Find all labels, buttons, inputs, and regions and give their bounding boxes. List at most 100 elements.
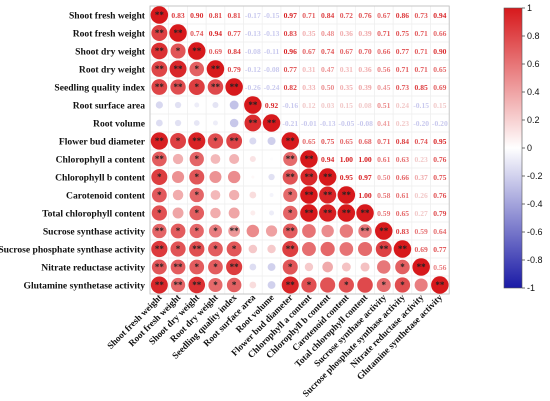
correlation-circle [244,114,262,132]
correlation-value: 0.81 [209,11,222,20]
significance-mark: ** [155,28,165,38]
correlation-value: 0.23 [396,119,409,128]
significance-mark: ** [248,100,258,110]
correlation-circle [319,186,337,204]
correlation-value: 0.65 [396,209,409,218]
correlation-circle [189,151,204,167]
significance-mark: * [213,244,218,254]
correlation-value: 0.59 [377,209,390,218]
significance-mark: * [195,172,200,182]
correlation-value: 0.95 [340,173,353,182]
correlation-value: -0.08 [357,119,373,128]
correlation-circle [170,223,186,239]
diagonal-circle [356,204,374,222]
correlation-circle [357,277,373,293]
correlation-value: 0.71 [377,29,390,38]
grid-layer [149,5,450,295]
row-label: Glutamine synthetase activity [23,280,145,291]
row-label: Shoot dry weight [75,46,146,57]
diagonal-circle [375,222,393,240]
correlation-circle [337,204,356,222]
correlation-value: 0.08 [358,101,371,110]
correlation-value: 0.71 [415,47,428,56]
colorbar-tick-label: 0.8 [527,31,540,41]
correlation-value: 0.66 [396,173,409,182]
correlation-value: 1.00 [358,191,371,200]
significance-mark: ** [304,208,314,218]
correlation-value: 0.56 [433,263,446,272]
diagonal-circle [281,132,299,150]
significance-mark: ** [342,208,352,218]
correlation-circle [249,137,257,145]
correlation-value: 0.77 [433,245,446,254]
significance-mark: * [195,226,200,236]
significance-mark: * [195,82,200,92]
correlation-circle [170,79,186,95]
correlation-circle [320,277,336,293]
significance-mark: ** [174,82,184,92]
significance-mark: ** [248,118,258,128]
significance-mark: ** [286,136,296,146]
correlation-circle [208,241,223,257]
correlation-circle [357,241,373,257]
correlation-circle [212,101,219,109]
colorbar: 1 0.8 0.6 0.4 0.2 0 -0.2 -0.4 -0.6 -0.8 -1 [503,3,543,293]
correlation-circle [188,78,205,96]
correlation-value: 0.65 [340,137,353,146]
correlation-value: 0.67 [377,11,390,20]
correlation-value: 0.69 [415,245,428,254]
correlation-circle [151,151,167,167]
correlation-circle [300,168,318,186]
significance-mark: * [400,262,405,272]
significance-mark: ** [323,172,333,182]
correlation-circle [227,170,241,184]
correlation-circle [174,101,182,109]
correlation-value: 0.82 [284,83,297,92]
significance-mark: ** [155,280,165,290]
correlation-circle [151,25,168,41]
significance-mark: * [157,190,162,200]
correlation-value: 0.50 [377,173,390,182]
correlation-circle [208,277,223,293]
diagonal-circle [262,114,281,132]
correlation-circle [208,224,222,238]
significance-mark: ** [174,262,184,272]
correlation-value: 0.74 [190,29,203,38]
correlation-value: -0.21 [282,119,298,128]
correlation-value: 0.36 [340,29,353,38]
correlation-value: 0.85 [415,83,428,92]
correlation-circle [151,168,168,186]
mark-layer: ** 0.83 0.90 0.81 0.81 -0.17 -0.15 0.97 0.71 0.84… [150,6,449,294]
correlation-value: 0.72 [340,11,353,20]
row-label: Sucrose phosphate synthase activity [0,244,145,255]
correlation-circle [210,207,221,219]
correlation-circle [189,241,205,257]
correlation-value: 0.63 [396,155,409,164]
correlation-value: 0.75 [396,29,409,38]
row-label: Chlorophyll a content [56,154,146,165]
correlation-circle [170,133,187,149]
correlation-value: 0.33 [302,83,315,92]
significance-mark: ** [230,82,240,92]
correlation-value: 0.77 [228,29,241,38]
row-label: Root fresh weight [73,28,146,39]
significance-mark: ** [286,226,296,236]
correlation-circle [375,241,392,257]
correlation-value: 0.51 [377,101,390,110]
correlation-circle [151,187,167,203]
correlation-value: 0.76 [433,191,446,200]
correlation-value: 0.73 [396,83,409,92]
significance-mark: ** [286,172,296,182]
correlation-circle [174,119,182,127]
diagonal-circle [318,168,337,186]
correlation-value: -0.15 [413,101,429,110]
correlation-value: 0.77 [396,47,409,56]
significance-mark: ** [192,244,202,254]
correlation-circle [151,205,167,221]
significance-mark: * [195,262,200,272]
correlation-circle [358,224,372,238]
correlation-circle [170,259,186,275]
significance-mark: ** [342,190,352,200]
correlation-value: 0.45 [377,83,390,92]
